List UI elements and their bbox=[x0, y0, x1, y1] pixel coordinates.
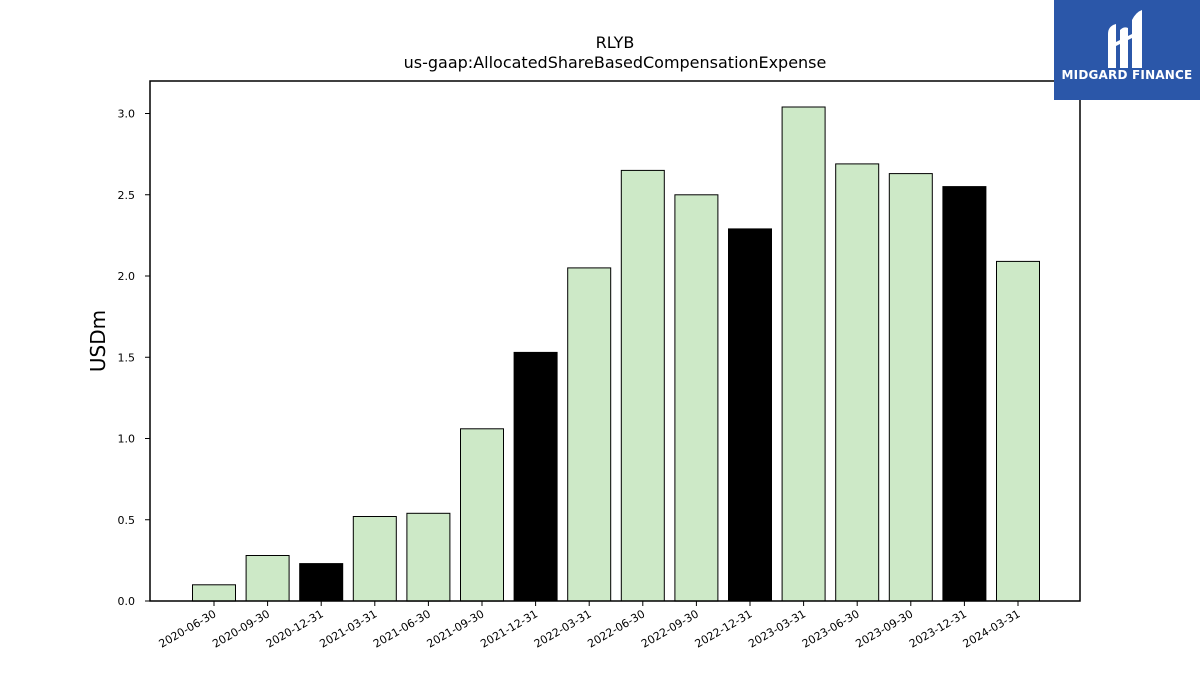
y-axis-label: USDm bbox=[86, 310, 110, 372]
x-tick-label: 2022-09-30 bbox=[639, 607, 701, 650]
y-tick-label: 3.0 bbox=[118, 108, 136, 121]
x-tick-label: 2023-09-30 bbox=[853, 607, 915, 650]
bar-group bbox=[192, 106, 1040, 602]
x-tick-label: 2024-03-31 bbox=[961, 607, 1023, 650]
x-axis-ticks: 2020-06-302020-09-302020-12-312021-03-31… bbox=[157, 601, 1023, 651]
bar-2022-06-30 bbox=[620, 169, 665, 602]
x-tick-label: 2021-09-30 bbox=[425, 607, 487, 650]
x-tick-label: 2022-12-31 bbox=[693, 607, 755, 650]
x-tick-label: 2020-09-30 bbox=[210, 607, 272, 650]
bar-2023-06-30 bbox=[835, 163, 880, 602]
midgard-logo-icon bbox=[1108, 10, 1142, 68]
x-tick-label: 2023-12-31 bbox=[907, 607, 969, 650]
chart-subtitle: us-gaap:AllocatedShareBasedCompensationE… bbox=[404, 53, 827, 72]
brand-logo-text: MIDGARD FINANCE bbox=[1061, 68, 1193, 82]
x-tick-label: 2021-12-31 bbox=[478, 607, 540, 650]
bar-2020-12-31 bbox=[299, 563, 344, 602]
chart-title: RLYB bbox=[596, 33, 635, 52]
x-tick-label: 2023-03-31 bbox=[746, 607, 808, 650]
bar-2022-12-31 bbox=[728, 228, 772, 602]
y-tick-label: 2.0 bbox=[118, 270, 136, 283]
bar-2023-12-31 bbox=[942, 186, 987, 602]
bar-2020-06-30 bbox=[192, 584, 236, 602]
x-tick-label: 2020-12-31 bbox=[264, 607, 326, 650]
bar-2024-03-31 bbox=[996, 260, 1040, 602]
y-tick-label: 2.5 bbox=[118, 189, 136, 202]
x-tick-label: 2021-03-31 bbox=[317, 607, 379, 650]
y-tick-label: 1.0 bbox=[118, 433, 136, 446]
bar-2023-09-30 bbox=[888, 173, 933, 602]
bar-2020-09-30 bbox=[245, 555, 290, 602]
brand-logo: MIDGARD FINANCE bbox=[1054, 0, 1200, 100]
y-axis-ticks: 0.0 0.5 1.0 1.5 2.0 2.5 3.0 bbox=[118, 108, 150, 608]
y-tick-label: 0.5 bbox=[118, 514, 136, 527]
bar-2021-06-30 bbox=[406, 512, 451, 602]
bar-2023-03-31 bbox=[781, 106, 826, 602]
bar-2022-03-31 bbox=[567, 267, 612, 602]
x-tick-label: 2023-06-30 bbox=[800, 607, 862, 650]
bar-2022-09-30 bbox=[674, 194, 719, 602]
x-tick-label: 2022-06-30 bbox=[585, 607, 647, 650]
y-tick-label: 1.5 bbox=[118, 351, 136, 364]
x-tick-label: 2020-06-30 bbox=[157, 607, 219, 650]
bar-2021-09-30 bbox=[460, 428, 504, 602]
bar-2021-03-31 bbox=[352, 516, 397, 602]
x-tick-label: 2022-03-31 bbox=[532, 607, 594, 650]
y-tick-label: 0.0 bbox=[118, 595, 136, 608]
plot-frame bbox=[149, 80, 1081, 602]
x-tick-label: 2021-06-30 bbox=[371, 607, 433, 650]
bar-2021-12-31 bbox=[513, 351, 558, 602]
